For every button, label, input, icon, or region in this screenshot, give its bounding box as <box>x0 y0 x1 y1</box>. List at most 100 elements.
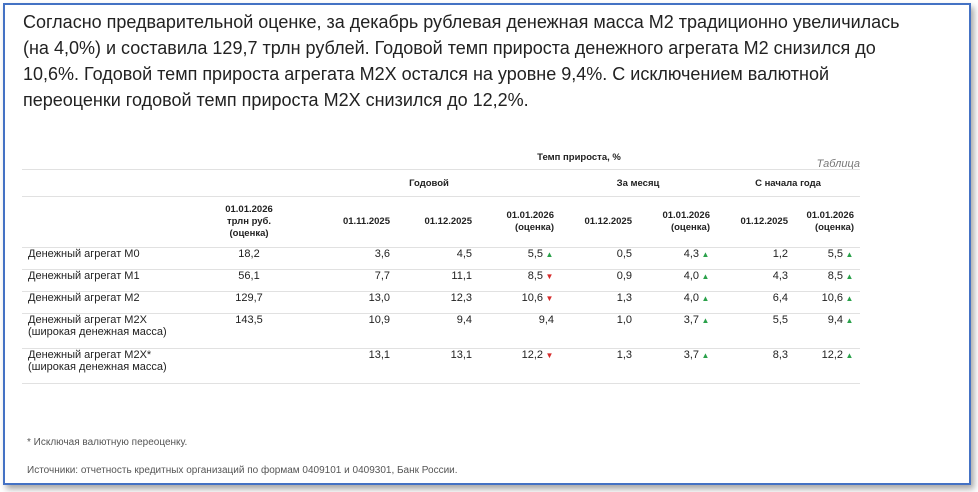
table-cell: 0,9 <box>560 269 638 292</box>
table-cell: 56,1 <box>200 269 298 292</box>
table-cell: 12,2 ▲ <box>794 348 860 384</box>
header-spacer <box>22 145 200 170</box>
table-cell: 1,3 <box>560 348 638 384</box>
header-growth-rate: Темп прироста, % <box>537 151 621 163</box>
cell-value: 12,3 <box>450 292 472 304</box>
arrow-up-icon: ▲ <box>845 272 854 281</box>
table-cell: 9,4 ▲ <box>794 313 860 349</box>
table-cell: 4,3 ▲ <box>638 247 716 270</box>
arrow-down-icon: ▼ <box>545 351 554 360</box>
table-cell: 9,4 <box>478 313 560 349</box>
cell-value: 4,0 <box>683 270 699 282</box>
arrow-up-icon: ▲ <box>701 294 710 303</box>
table-cell: 11,1 <box>396 269 478 292</box>
table-cell: 12,2 ▼ <box>478 348 560 384</box>
table-cell: 10,6 ▲ <box>794 291 860 314</box>
table-cell: 8,5 ▲ <box>794 269 860 292</box>
header-ytd: С начала года <box>716 169 860 197</box>
table-cell <box>200 348 298 384</box>
table-cell: 18,2 <box>200 247 298 270</box>
column-header: 01.12.2025 <box>716 196 794 248</box>
table-row: Денежный агрегат М2Х* (широкая денежная … <box>22 348 860 384</box>
cell-value: 9,4 <box>827 314 843 326</box>
table-cell: 143,5 <box>200 313 298 349</box>
cell-value: 0,9 <box>616 270 632 282</box>
row-label: Денежный агрегат М2 <box>22 291 200 314</box>
cell-value: 10,6 <box>521 292 543 304</box>
header-spacer <box>200 169 298 197</box>
column-header: 01.12.2025 <box>396 196 478 248</box>
table-cell: 9,4 <box>396 313 478 349</box>
cell-value: 4,3 <box>772 270 788 282</box>
cell-value: 3,7 <box>683 349 699 361</box>
intro-paragraph: Согласно предварительной оценке, за дека… <box>23 12 900 110</box>
header-spacer <box>200 145 298 170</box>
arrow-up-icon: ▲ <box>701 272 710 281</box>
table-cell: 3,7 ▲ <box>638 313 716 349</box>
table-cell: 10,6 ▼ <box>478 291 560 314</box>
cell-value: 13,0 <box>368 292 390 304</box>
cell-value: 9,4 <box>538 314 554 326</box>
arrow-up-icon: ▲ <box>845 351 854 360</box>
arrow-up-icon: ▲ <box>545 250 554 259</box>
header-monthly: За месяц <box>560 169 716 197</box>
cell-value: 6,4 <box>772 292 788 304</box>
table-cell: 7,7 <box>298 269 396 292</box>
table-tag: Таблица <box>816 158 860 170</box>
table-row: Денежный агрегат М2Х (широкая денежная м… <box>22 313 860 349</box>
row-label: Денежный агрегат М0 <box>22 247 200 270</box>
table-row: Денежный агрегат М0 18,2 3,6 4,5 5,5 ▲ 0,5 4,3 ▲… <box>22 247 860 270</box>
table-cell: 5,5 ▲ <box>794 247 860 270</box>
table-cell: 1,0 <box>560 313 638 349</box>
cell-value: 1,2 <box>772 248 788 260</box>
cell-value: 11,1 <box>451 270 472 282</box>
table-cell: 6,4 <box>716 291 794 314</box>
cell-value: 18,2 <box>238 248 260 260</box>
table-cell: 13,1 <box>298 348 396 384</box>
row-label: Денежный агрегат М2Х* (широкая денежная … <box>22 348 200 384</box>
cell-value: 0,5 <box>616 248 632 260</box>
table-row: Денежный агрегат М2 129,7 13,0 12,3 10,6 ▼ 1,3… <box>22 291 860 314</box>
cell-value: 143,5 <box>235 314 263 326</box>
table-cell: 1,2 <box>716 247 794 270</box>
table-cell: 1,3 <box>560 291 638 314</box>
cell-value: 9,4 <box>456 314 472 326</box>
arrow-up-icon: ▲ <box>701 351 710 360</box>
cell-value: 129,7 <box>235 292 263 304</box>
arrow-up-icon: ▲ <box>845 294 854 303</box>
cell-value: 5,5 <box>827 248 843 260</box>
cell-value: 10,6 <box>821 292 843 304</box>
header-spacer <box>22 169 200 197</box>
column-header: 01.12.2025 <box>560 196 638 248</box>
cell-value: 8,5 <box>827 270 843 282</box>
header-spacer <box>22 196 200 248</box>
table-row: Денежный агрегат М1 56,1 7,7 11,1 8,5 ▼ 0,9 4,0… <box>22 269 860 292</box>
table-cell: 4,5 <box>396 247 478 270</box>
cell-value: 5,5 <box>527 248 543 260</box>
column-header: 01.01.2026 трлн руб. (оценка) <box>200 196 298 248</box>
content-frame <box>3 3 971 485</box>
cell-value: 10,9 <box>368 314 390 326</box>
column-header: 01.01.2026 (оценка) <box>794 196 860 248</box>
table-cell: 13,0 <box>298 291 396 314</box>
table-cell: 129,7 <box>200 291 298 314</box>
cell-value: 1,3 <box>616 349 632 361</box>
header-annual: Годовой <box>298 169 560 197</box>
row-label: Денежный агрегат М1 <box>22 269 200 292</box>
cell-value: 8,3 <box>772 349 788 361</box>
arrow-up-icon: ▲ <box>701 316 710 325</box>
column-header: 01.11.2025 <box>298 196 396 248</box>
table-cell: 12,3 <box>396 291 478 314</box>
cell-value: 13,1 <box>368 349 390 361</box>
table-body: Денежный агрегат М0 18,2 3,6 4,5 5,5 ▲ 0,5 4,3 ▲… <box>22 247 860 384</box>
table-cell: 3,6 <box>298 247 396 270</box>
arrow-up-icon: ▲ <box>845 316 854 325</box>
cell-value: 3,6 <box>374 248 390 260</box>
source-note: Источники: отчетность кредитных организа… <box>27 465 458 476</box>
column-header: 01.01.2026 (оценка) <box>478 196 560 248</box>
cell-value: 4,5 <box>456 248 472 260</box>
cell-value: 56,1 <box>238 270 260 282</box>
row-label: Денежный агрегат М2Х (широкая денежная м… <box>22 313 200 349</box>
cell-value: 7,7 <box>374 270 390 282</box>
table-cell: 4,0 ▲ <box>638 291 716 314</box>
